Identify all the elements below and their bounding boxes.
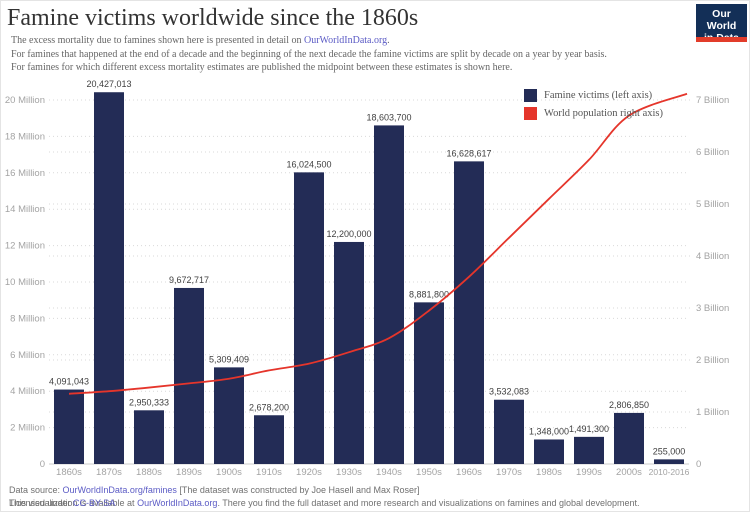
- famine-victims-bar: [574, 436, 604, 464]
- x-axis-tick-label: 1980s: [536, 467, 562, 478]
- subtitle-line-3: For famines for which different excess m…: [11, 62, 513, 73]
- bar-value-label: 18,603,700: [366, 112, 411, 122]
- logo-line1: Our World: [706, 8, 737, 32]
- chart-footer: Data source: OurWorldInData.org/famines …: [9, 484, 640, 509]
- page-title: Famine victims worldwide since the 1860s: [7, 5, 419, 31]
- left-axis-tick-label: 18 Million: [5, 131, 45, 142]
- subtitle-period: .: [387, 35, 390, 46]
- famine-victims-bar: [534, 439, 564, 464]
- data-source-link[interactable]: OurWorldInData.org/famines: [62, 485, 177, 495]
- right-axis-tick-label: 1 Billion: [696, 407, 729, 418]
- famine-victims-bar: [614, 412, 644, 464]
- bar-value-label: 4,091,043: [49, 377, 89, 387]
- right-axis-tick-label: 0: [696, 459, 701, 470]
- x-axis-tick-label: 1900s: [216, 467, 242, 478]
- logo-red-stripe: [696, 37, 747, 42]
- x-axis-tick-label: 1880s: [136, 467, 162, 478]
- bar-value-label: 2,678,200: [249, 402, 289, 412]
- x-axis-tick-label: 1920s: [296, 467, 322, 478]
- right-axis-tick-label: 2 Billion: [696, 355, 729, 366]
- bar-value-label: 16,024,500: [286, 159, 331, 169]
- subtitle-line-2: For famines that happened at the end of …: [11, 48, 607, 60]
- left-axis-tick-label: 16 Million: [5, 168, 45, 179]
- legend-item-famine-victims: Famine victims (left axis): [524, 86, 663, 104]
- subtitle-line-1: The excess mortality due to famines show…: [11, 34, 607, 48]
- famine-victims-bar: [254, 415, 284, 464]
- famine-victims-bar: [174, 287, 204, 464]
- left-axis-tick-label: 2 Million: [10, 423, 45, 434]
- chart-subtitle: The excess mortality due to famines show…: [11, 34, 607, 75]
- footer-availability: This visualization is available at OurWo…: [9, 497, 640, 510]
- chart-legend: Famine victims (left axis) World populat…: [524, 86, 663, 122]
- x-axis-tick-label: 1890s: [176, 467, 202, 478]
- footer-text: This visualization is available at: [9, 497, 138, 508]
- subtitle-text: The excess mortality due to famines show…: [11, 35, 304, 46]
- left-axis-tick-label: 10 Million: [5, 277, 45, 288]
- bar-value-label: 1,491,300: [569, 424, 609, 434]
- x-axis-tick-label: 2000s: [616, 467, 642, 478]
- right-axis-tick-label: 7 Billion: [696, 95, 729, 106]
- right-axis-tick-label: 4 Billion: [696, 251, 729, 262]
- x-axis-tick-label: 1860s: [56, 467, 82, 478]
- legend-item-world-population: World population right axis): [524, 104, 663, 122]
- bar-value-label: 20,427,013: [86, 79, 131, 89]
- bar-value-label: 2,950,333: [129, 397, 169, 407]
- x-axis-tick-label: 1870s: [96, 467, 122, 478]
- footer-text: . There you find the full dataset and mo…: [217, 497, 640, 508]
- bar-value-label: 3,532,083: [489, 387, 529, 397]
- x-axis-tick-label: 1970s: [496, 467, 522, 478]
- famine-victims-bar: [374, 125, 404, 464]
- bar-value-label: 1,348,000: [529, 426, 569, 436]
- bar-value-label: 16,628,617: [446, 148, 491, 158]
- x-axis-tick-label: 1930s: [336, 467, 362, 478]
- famine-victims-bar: [54, 389, 84, 464]
- left-axis-tick-label: 12 Million: [5, 241, 45, 252]
- legend-label: Famine victims (left axis): [544, 89, 653, 101]
- world-population-line: [68, 92, 688, 395]
- right-axis-tick-label: 6 Billion: [696, 147, 729, 158]
- bar-value-label: 2,806,850: [609, 400, 649, 410]
- license-text: Licensed under: [9, 498, 74, 508]
- footer-text: Data source:: [9, 485, 63, 495]
- left-axis-tick-label: 4 Million: [10, 386, 45, 397]
- owid-logo[interactable]: Our World in Data: [696, 4, 747, 44]
- x-axis-tick-label: 1910s: [256, 467, 282, 478]
- left-axis-tick-label: 8 Million: [10, 313, 45, 324]
- x-axis-tick-label: 1940s: [376, 467, 402, 478]
- bar-value-label: 12,200,000: [326, 229, 371, 239]
- footer-data-source: Data source: OurWorldInData.org/famines …: [9, 484, 640, 497]
- famine-victims-bar: [214, 367, 244, 464]
- famine-victims-bar: [94, 92, 124, 464]
- visualization-link[interactable]: OurWorldInData.org: [137, 497, 218, 508]
- x-axis-tick-label: 1990s: [576, 467, 602, 478]
- famine-victims-bar: [494, 399, 524, 464]
- bar-value-label: 5,309,409: [209, 354, 249, 364]
- license-link[interactable]: CC-BY-SA: [73, 498, 116, 508]
- bar-value-label: 8,881,800: [409, 289, 449, 299]
- famine-victims-swatch-icon: [524, 88, 537, 102]
- bar-value-label: 9,672,717: [169, 275, 209, 285]
- bar-value-label: 255,000: [653, 446, 686, 456]
- famine-victims-bar: [294, 172, 324, 464]
- footer-text: [The dataset was constructed by Joe Hase…: [176, 485, 420, 495]
- x-axis-tick-label: 2010-2016: [649, 467, 690, 477]
- legend-label: World population right axis): [544, 107, 664, 119]
- x-axis-tick-label: 1950s: [416, 467, 442, 478]
- famine-victims-bar: [414, 302, 444, 464]
- famine-victims-bar: [134, 410, 164, 464]
- right-axis-tick-label: 5 Billion: [696, 199, 729, 210]
- left-axis-tick-label: 0: [40, 459, 45, 470]
- license-note: Licensed under CC-BY-SA: [9, 497, 744, 510]
- famine-victims-bar: [454, 161, 484, 464]
- world-population-swatch-icon: [524, 106, 537, 120]
- owid-org-link[interactable]: OurWorldInData.org: [303, 35, 388, 46]
- x-axis-tick-label: 1960s: [456, 467, 482, 478]
- left-axis-tick-label: 6 Million: [10, 350, 45, 361]
- famine-victims-bar: [654, 459, 684, 464]
- left-axis-tick-label: 20 Million: [5, 95, 45, 106]
- left-axis-tick-label: 14 Million: [5, 204, 45, 215]
- right-axis-tick-label: 3 Billion: [696, 303, 729, 314]
